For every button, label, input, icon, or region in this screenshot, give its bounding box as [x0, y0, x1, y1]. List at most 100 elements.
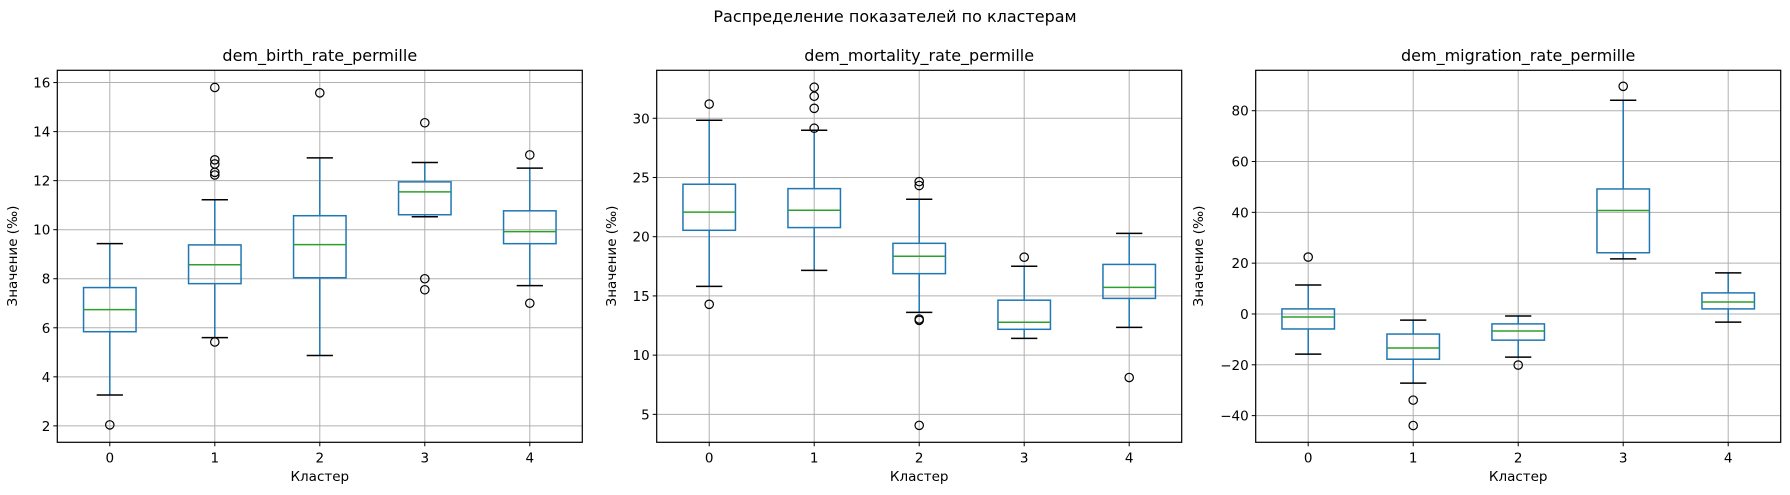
iqr-box [1102, 263, 1157, 300]
y-axis-label: Значение (‰) [604, 206, 620, 307]
outlier-marker [210, 337, 220, 347]
y-tick-label: 0 [1240, 307, 1249, 323]
y-tick-label: −20 [1220, 358, 1249, 374]
outlier-marker [809, 82, 819, 93]
iqr-box [292, 214, 347, 279]
iqr-box [1596, 188, 1651, 254]
outlier-marker [1303, 252, 1313, 262]
box-cluster-3 [1596, 81, 1651, 260]
outlier-marker [704, 99, 714, 109]
y-tick-label: 10 [33, 223, 50, 239]
outlier-marker [1124, 372, 1134, 383]
box-cluster-3 [397, 117, 452, 295]
y-tick-label: 80 [1232, 104, 1249, 120]
outlier-marker [419, 117, 430, 128]
iqr-box [997, 299, 1052, 331]
outlier-marker [914, 420, 924, 431]
outlier-marker [105, 420, 115, 430]
iqr-box [1386, 333, 1441, 360]
outlier-marker [914, 176, 924, 187]
outlier-marker [1408, 420, 1418, 431]
x-axis-label: Кластер [290, 469, 349, 485]
subplot-title: dem_birth_rate_permille [222, 46, 417, 66]
box-cluster-0 [82, 242, 137, 430]
iqr-box [1701, 292, 1756, 310]
y-tick-label: 5 [641, 407, 650, 423]
box-cluster-4 [1102, 232, 1157, 383]
tick-labels: 5 10 15 20 25 30 0 1 2 3 4 [633, 111, 1134, 466]
outlier-marker [419, 273, 430, 284]
figure-suptitle: Распределение показателей по кластерам [713, 7, 1076, 26]
x-tick-label: 2 [316, 450, 325, 466]
tick-labels: −40 −20 0 20 40 60 80 0 1 2 3 4 [1220, 104, 1732, 467]
x-tick-label: 0 [1304, 450, 1313, 466]
box-cluster-0 [1281, 252, 1336, 355]
box-cluster-2 [892, 176, 947, 431]
outlier-marker [809, 91, 819, 102]
outlier-marker [1019, 252, 1029, 262]
y-tick-label: 20 [1232, 256, 1249, 272]
y-tick-label: 15 [633, 289, 650, 305]
x-tick-label: 1 [810, 450, 819, 466]
x-tick-label: 4 [1125, 450, 1134, 466]
box-cluster-1 [787, 82, 842, 272]
x-tick-label: 1 [211, 450, 220, 466]
box-cluster-4 [502, 150, 557, 309]
outlier-marker [210, 155, 220, 165]
outlier-marker [210, 170, 220, 180]
y-tick-label: 25 [633, 170, 650, 186]
outlier-marker [210, 82, 220, 93]
x-tick-label: 3 [1619, 450, 1628, 466]
y-tick-label: 6 [42, 321, 51, 337]
y-axis-label: Значение (‰) [1191, 206, 1207, 307]
subplot-title: dem_migration_rate_permille [1401, 46, 1635, 66]
x-tick-label: 4 [526, 450, 535, 466]
box-plots [82, 82, 557, 430]
box-cluster-3 [997, 252, 1052, 340]
box-cluster-1 [1386, 319, 1441, 431]
y-tick-label: 20 [633, 230, 650, 246]
outlier-marker [314, 88, 325, 98]
outlier-marker [1408, 395, 1418, 405]
outlier-marker [914, 180, 924, 191]
outlier-marker [419, 284, 430, 295]
iqr-box [892, 242, 947, 275]
x-axis-label: Кластер [890, 469, 949, 485]
y-tick-label: 40 [1232, 205, 1249, 221]
iqr-box [787, 187, 842, 229]
outlier-marker [524, 150, 535, 160]
x-tick-label: 3 [1020, 450, 1029, 466]
x-tick-label: 0 [705, 450, 714, 466]
iqr-box [397, 181, 452, 216]
y-tick-label: 30 [633, 111, 650, 127]
x-tick-label: 2 [915, 450, 924, 466]
y-tick-label: 60 [1232, 155, 1249, 171]
outlier-marker [1618, 81, 1628, 92]
y-tick-label: 12 [33, 174, 50, 190]
outlier-marker [809, 123, 819, 134]
iqr-box [682, 183, 737, 232]
y-axis-label: Значение (‰) [5, 206, 21, 307]
y-tick-label: 14 [33, 125, 50, 141]
box-plots [1281, 81, 1756, 431]
x-tick-label: 4 [1724, 450, 1733, 466]
box-cluster-2 [292, 88, 347, 357]
y-tick-label: 10 [633, 348, 650, 364]
y-tick-label: −40 [1220, 409, 1249, 425]
subplot-title: dem_mortality_rate_permille [804, 46, 1034, 66]
outlier-marker [809, 103, 819, 114]
outlier-marker [704, 299, 714, 310]
x-tick-label: 0 [106, 450, 115, 466]
y-tick-label: 16 [33, 76, 50, 92]
box-cluster-4 [1701, 272, 1756, 323]
iqr-box [1491, 323, 1546, 341]
y-tick-label: 8 [42, 272, 51, 288]
outlier-marker [914, 315, 924, 326]
x-axis-label: Кластер [1489, 469, 1548, 485]
subplot-mortality-rate: dem_mortality_rate_permille 5 10 15 20 25 30 0… [604, 46, 1183, 485]
outlier-marker [1513, 360, 1523, 370]
